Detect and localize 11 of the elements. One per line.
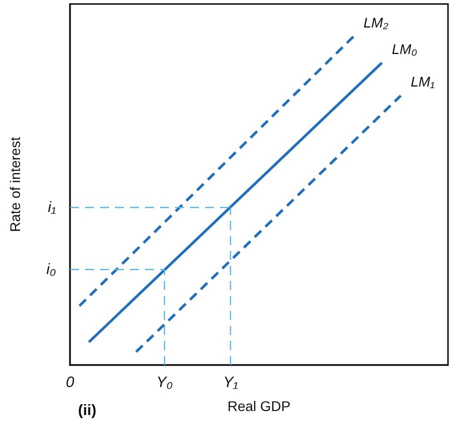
x-tick-label: 0: [66, 374, 75, 391]
text: (ii): [78, 402, 96, 419]
series-label: LM₀: [392, 40, 418, 57]
x-tick-label: Y₀: [156, 374, 173, 391]
x-tick-label: Y₁: [223, 374, 238, 391]
y-axis-title: Rate of interest: [7, 136, 23, 232]
ref-line-label: i₁: [48, 198, 56, 216]
series-label: LM₂: [364, 14, 389, 31]
series-label: LM₁: [410, 74, 436, 90]
x-axis-title: Real GDP: [227, 398, 291, 414]
ref-line-label: i₀: [46, 261, 56, 278]
